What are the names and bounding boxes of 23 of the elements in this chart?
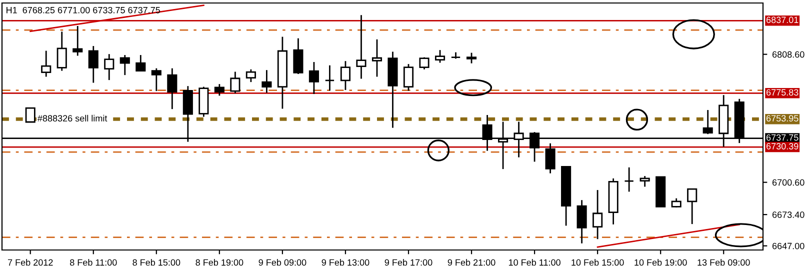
- x-tick-label: 10 Feb 15:00: [572, 259, 624, 266]
- ref-line-label: 6775.83: [766, 89, 798, 96]
- x-tick-label: 9 Feb 09:00: [258, 259, 306, 266]
- y-tick-label: 6673.40: [772, 212, 804, 218]
- annotation: #888326 sell limit: [37, 114, 108, 122]
- ref-line-label: 6730.39: [766, 143, 798, 150]
- x-tick-label: 9 Feb 17:00: [384, 259, 432, 266]
- ref-line-label: 6737.75: [766, 134, 798, 141]
- x-tick-label: 8 Feb 19:00: [196, 259, 244, 266]
- x-tick-label: 8 Feb 15:00: [132, 259, 180, 266]
- x-tick-label: 13 Feb 09:00: [698, 259, 750, 266]
- x-tick-label: 9 Feb 13:00: [322, 259, 370, 266]
- x-tick-label: 9 Feb 21:00: [448, 259, 496, 266]
- y-tick-label: 6808.60: [772, 51, 804, 58]
- ref-line-label: 6753.95: [766, 115, 798, 122]
- x-tick-label: 8 Feb 11:00: [70, 259, 117, 266]
- ref-line-label: 6837.01: [766, 16, 798, 24]
- chart-title: H1 6768.25 6771.00 6733.75 6737.75: [6, 6, 160, 14]
- y-tick-label: 6647.00: [772, 242, 804, 250]
- x-tick-label: 7 Feb 2012: [8, 259, 53, 266]
- x-tick-label: 10 Feb 19:00: [634, 259, 687, 266]
- x-tick-label: 10 Feb 11:00: [508, 259, 560, 266]
- y-tick-label: 6700.60: [772, 179, 804, 186]
